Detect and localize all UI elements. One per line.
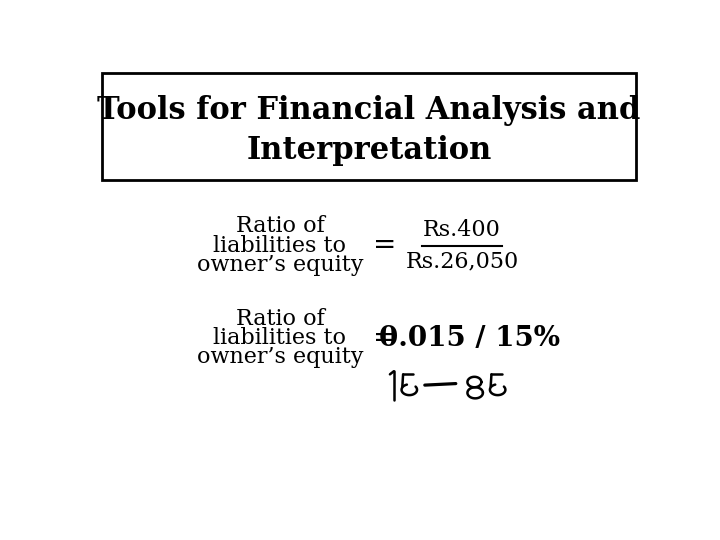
FancyBboxPatch shape: [102, 72, 636, 180]
Text: =: =: [373, 325, 396, 352]
Text: Rs.400: Rs.400: [423, 219, 501, 241]
Text: liabilities to: liabilities to: [213, 327, 346, 349]
Text: =: =: [373, 232, 396, 259]
Text: owner’s equity: owner’s equity: [197, 346, 363, 368]
Text: owner’s equity: owner’s equity: [197, 254, 363, 276]
Text: Interpretation: Interpretation: [246, 134, 492, 166]
Text: liabilities to: liabilities to: [213, 235, 346, 256]
Text: Rs.26,050: Rs.26,050: [405, 250, 518, 272]
Text: Tools for Financial Analysis and: Tools for Financial Analysis and: [97, 94, 641, 126]
Text: Ratio of: Ratio of: [235, 215, 324, 238]
Text: 0.015 / 15%: 0.015 / 15%: [379, 325, 560, 352]
Text: Ratio of: Ratio of: [235, 308, 324, 330]
